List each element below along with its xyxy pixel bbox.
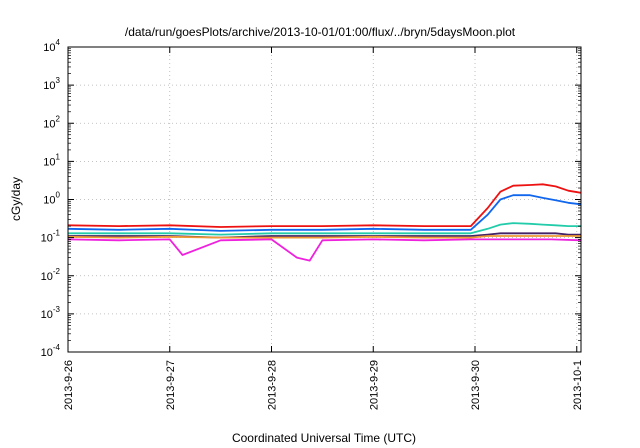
y-tick-label: 101 — [43, 152, 60, 168]
x-tick-label: 2013-9-26 — [63, 360, 75, 410]
series-line-3 — [68, 222, 581, 236]
x-tick-label: 2013-9-29 — [368, 360, 380, 410]
series-line-1 — [67, 183, 582, 228]
x-tick-label: 2013-9-30 — [470, 360, 482, 410]
series-line-2 — [67, 194, 582, 232]
y-tick-label: 104 — [43, 38, 60, 54]
x-tick-label: 2013-9-28 — [267, 360, 279, 410]
y-tick-label: 10-3 — [41, 305, 61, 321]
x-tick-label: 2013-9-27 — [165, 360, 177, 410]
y-tick-label: 102 — [43, 114, 60, 130]
x-tick-label: 2013-10-1 — [572, 360, 584, 410]
y-axis: 10-4 10-3 10-2 10-1 100 101 102 103 104 — [41, 38, 581, 359]
y-tick-label: 10-4 — [41, 343, 61, 359]
y-tick-label: 100 — [43, 191, 60, 207]
y-tick-label: 10-2 — [41, 267, 61, 283]
y-tick-label: 10-1 — [41, 229, 61, 245]
grid — [67, 47, 581, 352]
series-line-6 — [67, 238, 582, 262]
y-tick-label: 103 — [43, 76, 60, 92]
series-group — [67, 183, 582, 262]
chart-title: /data/run/goesPlots/archive/2013-10-01/0… — [125, 25, 516, 39]
x-axis-label: Coordinated Universal Time (UTC) — [232, 431, 416, 445]
series-line-5 — [67, 235, 581, 239]
y-axis-label: cGy/day — [9, 177, 23, 221]
x-axis: 2013-9-26 2013-9-27 2013-9-28 2013-9-29 2013… — [63, 47, 584, 410]
